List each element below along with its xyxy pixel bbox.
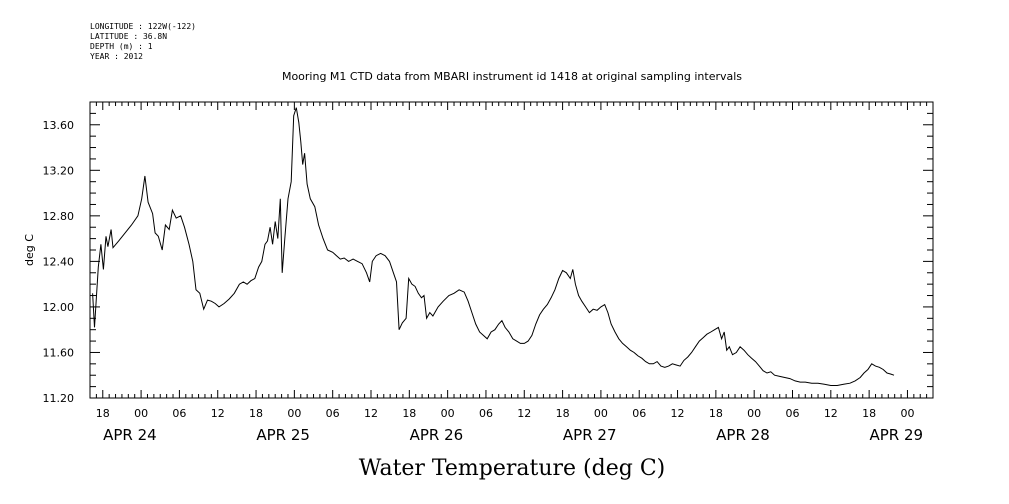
x-hour-label: 12	[211, 407, 225, 420]
x-date-label: APR 24	[103, 426, 157, 444]
temperature-series-line	[92, 107, 895, 386]
x-hour-label: 06	[632, 407, 646, 420]
y-tick-label: 11.20	[43, 392, 75, 405]
x-hour-label: 00	[594, 407, 608, 420]
y-tick-label: 12.80	[43, 210, 75, 223]
x-hour-label: 18	[556, 407, 570, 420]
x-hour-label: 18	[862, 407, 876, 420]
x-hour-label: 00	[441, 407, 455, 420]
x-hour-label: 00	[287, 407, 301, 420]
x-date-label: APR 28	[716, 426, 770, 444]
x-hour-label: 06	[172, 407, 186, 420]
y-tick-label: 13.20	[43, 164, 75, 177]
x-hour-label: 06	[786, 407, 800, 420]
y-axis: 11.20 11.60 12.00 12.40 12.80 13.20 13.60	[43, 101, 933, 405]
x-hour-label: 18	[96, 407, 110, 420]
x-hour-label: 06	[326, 407, 340, 420]
x-hour-label: 18	[249, 407, 263, 420]
x-hour-label: 12	[364, 407, 378, 420]
y-tick-label: 13.60	[43, 119, 75, 132]
x-hour-label: 18	[402, 407, 416, 420]
x-hour-label: 00	[747, 407, 761, 420]
y-tick-label: 12.40	[43, 255, 75, 268]
x-hour-label: 00	[900, 407, 914, 420]
x-hour-label: 12	[824, 407, 838, 420]
location-metadata: LONGITUDE : 122W(-122) LATITUDE : 36.8N …	[90, 22, 196, 62]
y-tick-label: 12.00	[43, 301, 75, 314]
y-axis-label: deg C	[23, 234, 36, 266]
plot-frame	[89, 101, 934, 399]
y-tick-label: 11.60	[43, 346, 75, 359]
x-date-label: APR 29	[869, 426, 923, 444]
x-hour-label: 12	[671, 407, 685, 420]
x-date-label: APR 25	[256, 426, 310, 444]
depth-label: DEPTH (m) : 1	[90, 42, 153, 51]
chart-title: Mooring M1 CTD data from MBARI instrumen…	[282, 70, 742, 83]
x-hour-label: 18	[709, 407, 723, 420]
longitude-label: LONGITUDE : 122W(-122)	[90, 22, 196, 31]
x-date-label: APR 26	[410, 426, 464, 444]
x-axis-label: Water Temperature (deg C)	[359, 456, 666, 481]
x-date-label: APR 27	[563, 426, 617, 444]
x-hour-label: 12	[517, 407, 531, 420]
year-label: YEAR : 2012	[90, 52, 143, 61]
x-hour-label: 06	[479, 407, 493, 420]
x-hour-label: 00	[134, 407, 148, 420]
latitude-label: LATITUDE : 36.8N	[90, 32, 168, 41]
x-axis: 18 00 06 12 18 00 06 12 18 00 06 12 18 00 06 12 18 00 06 12…	[89, 102, 934, 444]
